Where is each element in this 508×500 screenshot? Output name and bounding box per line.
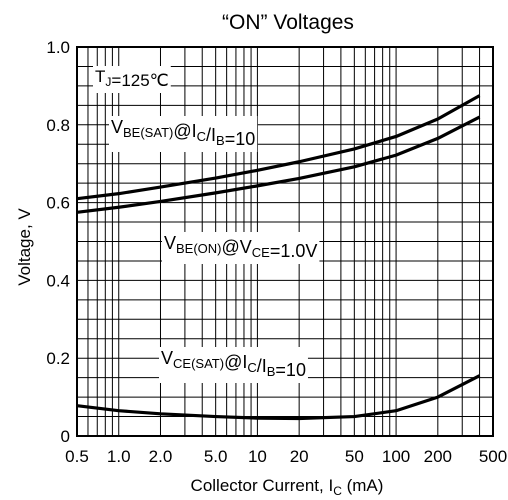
x-tick-label: 5.0 [204,447,228,466]
plot-frame [76,46,494,437]
y-tick-label: 0.2 [46,349,70,368]
y-tick-label: 0.8 [46,116,70,135]
curve-labels: TJ=125℃ VBE(SAT)@IC/IB=10 VBE(ON)@VCE=1.0V… [93,66,320,383]
series-label-bg [162,232,320,264]
x-tick-label: 1.0 [107,447,131,466]
x-tick-label: 200 [424,447,452,466]
y-axis-label: Voltage, V [15,208,34,286]
temperature-label-group: TJ=125℃ [93,66,171,93]
y-tick-label: 0.4 [46,271,70,290]
y-tick-labels: 0 0.2 0.4 0.6 0.8 1.0 [46,38,70,446]
series-line [76,115,481,214]
x-tick-label: 2.0 [149,447,173,466]
series-label-group: VBE(ON)@VCE=1.0V [162,232,320,264]
series-label: VCE(SAT)@IC/IB=10 [161,348,306,380]
series-line [76,94,481,201]
x-tick-label: 10 [248,447,267,466]
chart-title: “ON” Voltages [222,11,354,34]
x-axis-label: Collector Current, IC (mA) [191,476,384,498]
x-tick-label: 500 [479,447,507,466]
x-tick-label: 20 [290,447,309,466]
x-tick-label: 100 [382,447,410,466]
temperature-label: TJ=125℃ [95,67,169,90]
x-tick-label: 0.5 [65,447,89,466]
series-label-bg [109,116,258,152]
x-tick-label: 50 [345,447,364,466]
series-label-group: VCE(SAT)@IC/IB=10 [159,347,308,383]
y-tick-label: 1.0 [46,38,70,57]
series-label: VBE(ON)@VCE=1.0V [164,233,317,261]
series-label-group: VBE(SAT)@IC/IB=10 [109,116,258,152]
y-tick-label: 0 [61,427,70,446]
y-tick-label: 0.6 [46,194,70,213]
series-line [76,374,481,421]
series-label-bg [159,347,308,383]
x-tick-labels: 0.5 1.0 2.0 5.0 10 20 50 100 200 500 [65,447,507,466]
temperature-label-bg [93,66,171,93]
curves [76,94,481,421]
series-label: VBE(SAT)@IC/IB=10 [111,117,255,149]
